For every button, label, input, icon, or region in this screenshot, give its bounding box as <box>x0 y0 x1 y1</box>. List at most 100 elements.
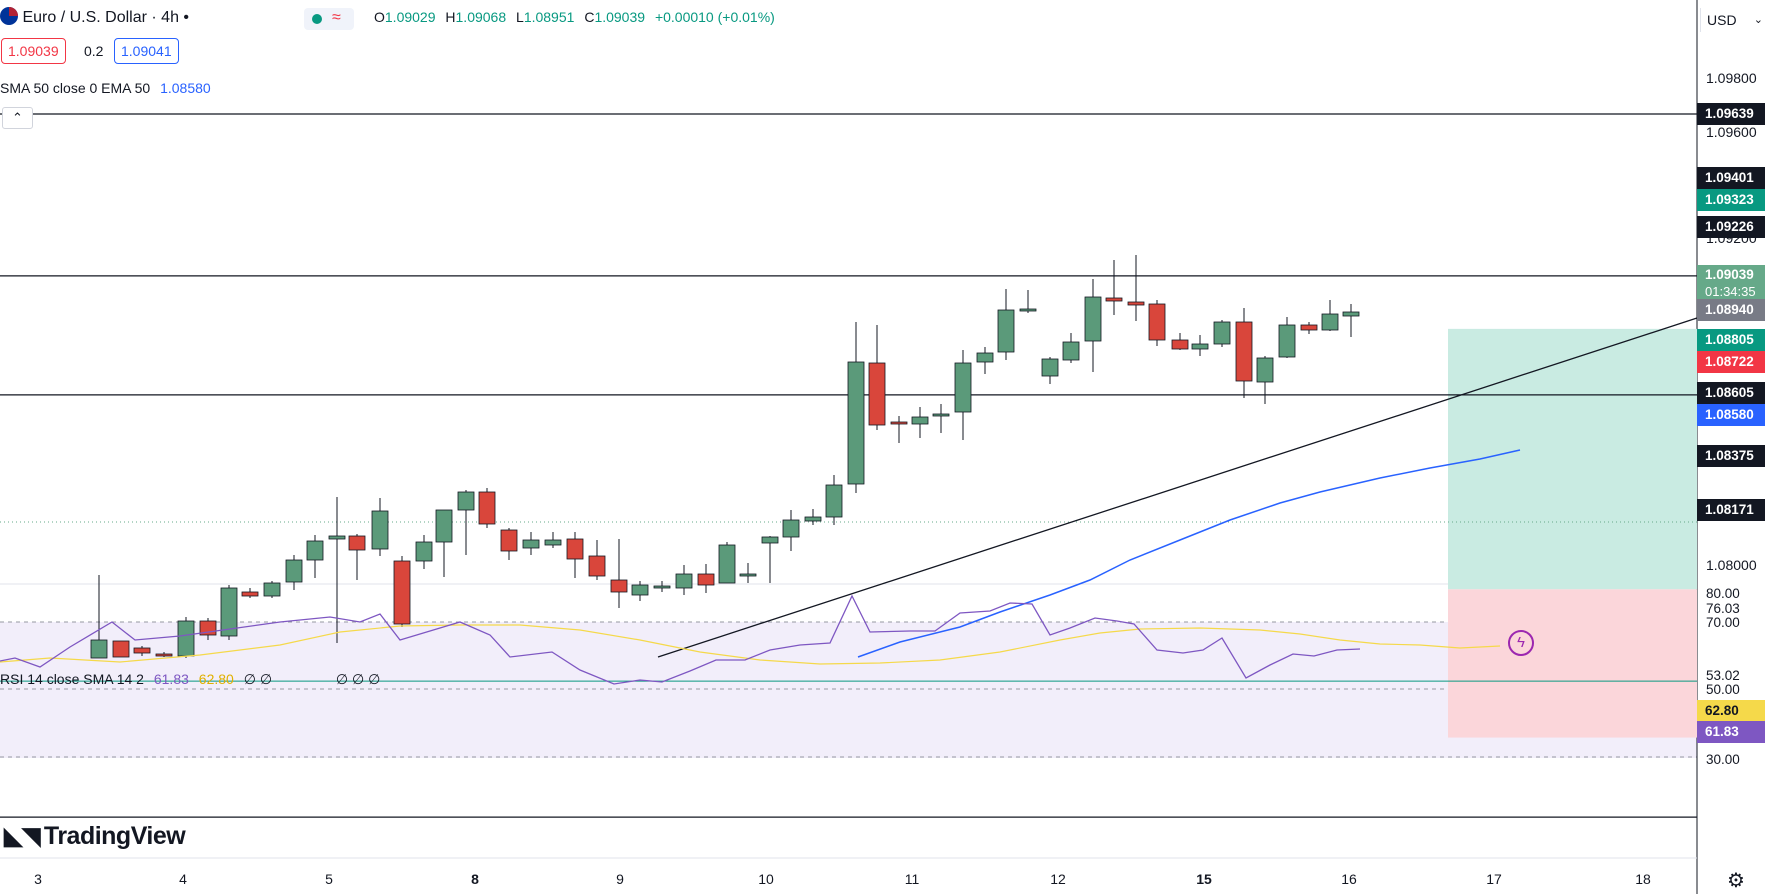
price-tag: 1.08805 <box>1697 329 1765 351</box>
candle-up <box>263 582 281 597</box>
market-status-badge[interactable]: ≈ <box>304 8 354 30</box>
candle-down <box>890 421 908 425</box>
rsi-sma-line <box>0 624 1501 665</box>
interval: 4h <box>161 9 179 26</box>
price-tag-value: 1.09226 <box>1705 219 1754 234</box>
candle-up <box>782 519 800 538</box>
candle-up <box>415 541 433 562</box>
candle-down <box>566 538 584 560</box>
candle-up <box>1321 313 1339 331</box>
candle-up <box>1342 311 1360 317</box>
candle-down <box>133 647 151 654</box>
candle-up <box>306 540 324 561</box>
price-tag: 1.08580 <box>1697 404 1765 426</box>
rsi-axis-label: 76.03 <box>1706 601 1740 616</box>
buy-button[interactable]: 1.09041 <box>114 38 179 64</box>
candle-down <box>1105 297 1123 302</box>
price-tag: 1.08171 <box>1697 499 1765 521</box>
candle-up <box>177 620 195 657</box>
candle-up <box>932 413 950 417</box>
symbol-header[interactable]: Euro / U.S. Dollar · 4h • <box>0 7 189 27</box>
price-axis-label: 1.08000 <box>1706 557 1757 573</box>
rsi-line <box>0 594 1361 685</box>
price-tag-value: 1.08605 <box>1705 385 1754 400</box>
candle-down <box>478 491 496 525</box>
ema-50-line <box>857 449 1521 658</box>
settings-gear-icon[interactable]: ⚙ <box>1727 870 1745 892</box>
tradingview-logo[interactable]: ◣◥ TradingView <box>4 822 186 850</box>
candle-up <box>435 509 453 543</box>
time-axis-label: 5 <box>325 871 333 887</box>
price-tag: 1.08722 <box>1697 351 1765 373</box>
candle-up <box>1278 324 1296 358</box>
indicator-value: 1.08580 <box>160 80 211 96</box>
lightning-icon[interactable]: ϟ <box>1508 630 1534 656</box>
rsi-extra: ∅ ∅ <box>243 671 273 687</box>
rsi-axis-label: 30.00 <box>1706 752 1740 767</box>
candle-up <box>976 352 994 363</box>
price-tag: 1.08605 <box>1697 382 1765 404</box>
candle-down <box>1171 339 1189 350</box>
currency-select[interactable]: USD ⌄ <box>1700 8 1765 32</box>
target-zone <box>1448 328 1697 590</box>
candle-down <box>155 653 173 657</box>
candle-up <box>1213 321 1231 345</box>
rsi-axis-label: 53.02 <box>1706 668 1740 683</box>
countdown-timer: 01:34:35 <box>1705 284 1756 299</box>
price-tag-value: 1.09401 <box>1705 170 1754 185</box>
price-tag: 1.09401 <box>1697 167 1765 189</box>
price-tag: 1.09226 <box>1697 216 1765 238</box>
eu-flag-icon <box>0 7 18 25</box>
candle-up <box>1019 308 1037 312</box>
price-tag-value: 1.08171 <box>1705 502 1754 517</box>
price-tag: 1.08375 <box>1697 445 1765 467</box>
time-axis-label: 12 <box>1050 871 1066 887</box>
price-tag-value: 1.08375 <box>1705 448 1754 463</box>
candle-up <box>997 309 1015 353</box>
rsi-sma-value: 62.80 <box>198 671 234 687</box>
time-axis-label: 4 <box>179 871 187 887</box>
rsi-label: RSI 14 close SMA 14 2 <box>0 671 144 687</box>
candle-up <box>675 573 693 589</box>
candle-down <box>241 591 259 597</box>
rsi-band <box>0 622 1697 758</box>
time-axis-label: 3 <box>34 871 42 887</box>
rsi-legend[interactable]: RSI 14 close SMA 14 2 61.83 62.80 ∅ ∅ ∅ … <box>0 671 380 688</box>
candle-up <box>544 539 562 546</box>
rsi-axis-label: 50.00 <box>1706 682 1740 697</box>
candle-up <box>1084 296 1102 342</box>
candle-up <box>1256 357 1274 383</box>
indicator-legend[interactable]: SMA 50 close 0 EMA 50 1.08580 <box>0 80 211 96</box>
chevron-down-icon: ⌄ <box>1753 14 1763 26</box>
candle-down <box>500 529 518 552</box>
candle-down <box>697 573 715 586</box>
candle-up <box>328 535 346 540</box>
price-tag-value: 1.08805 <box>1705 332 1754 347</box>
change-value: +0.00010 (+0.01%) <box>654 9 775 25</box>
price-tag-value: 1.09323 <box>1705 192 1754 207</box>
candle-up <box>220 587 238 637</box>
tv-logo-icon: ◣◥ <box>4 823 40 850</box>
rsi-extra-2: ∅ ∅ ∅ <box>335 671 381 687</box>
candle-down <box>393 560 411 625</box>
candle-up <box>825 484 843 518</box>
price-tag: 1.09039 01:34:35 <box>1697 265 1765 301</box>
trendline <box>657 317 1698 658</box>
candle-down <box>1127 301 1145 306</box>
rsi-axis-label: 80.00 <box>1706 586 1740 601</box>
wave-icon: ≈ <box>332 9 341 26</box>
price-axis-label: 1.09800 <box>1706 70 1757 86</box>
market-open-icon <box>312 14 322 24</box>
collapse-legend-button[interactable]: ⌃ <box>2 107 33 129</box>
sell-button[interactable]: 1.09039 <box>1 38 66 64</box>
ohlc-readout: O1.09029 H1.09068 L1.08951 C1.09039 +0.0… <box>374 9 775 25</box>
candle-up <box>954 362 972 413</box>
candle-down <box>610 579 628 593</box>
candle-up <box>631 584 649 596</box>
candle-up <box>457 491 475 511</box>
spread-value: 0.2 <box>84 43 104 59</box>
candle-up <box>718 544 736 584</box>
status-dot-icon: • <box>183 9 190 26</box>
candle-up <box>653 585 671 589</box>
